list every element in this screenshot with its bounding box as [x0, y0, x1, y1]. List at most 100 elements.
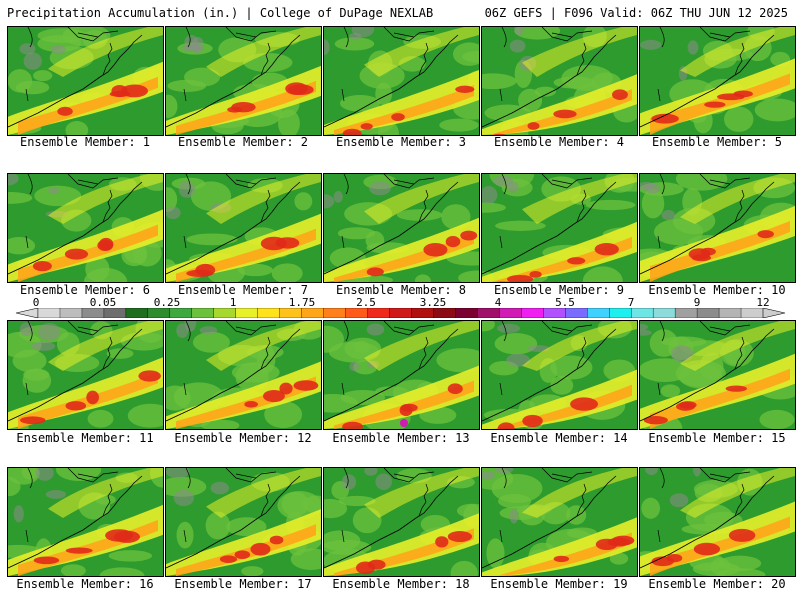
ensemble-member-map — [7, 173, 164, 283]
ensemble-member-map — [7, 320, 164, 430]
ensemble-member-map — [323, 320, 480, 430]
ensemble-member-map — [165, 467, 322, 577]
scale-tick-label: 5.5 — [555, 296, 575, 309]
ensemble-member-map — [639, 467, 796, 577]
ensemble-member-map — [481, 26, 638, 136]
scale-tick-label: 0.05 — [89, 296, 117, 309]
scale-swatch — [718, 308, 742, 318]
ensemble-member-label: Ensemble Member: 16 — [16, 577, 154, 591]
ensemble-member-label: Ensemble Member: 19 — [490, 577, 628, 591]
ensemble-member-label: Ensemble Member: 11 — [16, 431, 154, 445]
scale-tick-label: 9 — [693, 296, 701, 309]
scale-swatch — [279, 308, 303, 318]
ensemble-member-map — [7, 26, 164, 136]
ensemble-member-label: Ensemble Member: 10 — [648, 283, 786, 297]
scale-swatch — [169, 308, 193, 318]
scale-swatch — [367, 308, 391, 318]
scale-tick-label: 7 — [627, 296, 635, 309]
ensemble-member-map — [165, 320, 322, 430]
color-scale-bar — [15, 308, 786, 318]
ensemble-member-map — [165, 26, 322, 136]
scale-swatch — [674, 308, 698, 318]
scale-swatch — [740, 308, 764, 318]
scale-swatch — [433, 308, 457, 318]
precip-map — [482, 27, 637, 135]
scale-arrow-right — [762, 308, 786, 318]
precip-map — [8, 468, 163, 576]
header-left-title: Precipitation Accumulation (in.) | Colle… — [7, 6, 434, 20]
scale-swatch — [37, 308, 61, 318]
scale-swatch — [543, 308, 566, 318]
ensemble-member-label: Ensemble Member: 20 — [648, 577, 786, 591]
scale-swatch — [521, 308, 544, 318]
scale-swatch — [696, 308, 720, 318]
header-right-title: 06Z GEFS | F096 Valid: 06Z THU JUN 12 20… — [484, 6, 788, 20]
precip-map — [640, 174, 795, 282]
ensemble-member-map — [165, 173, 322, 283]
scale-tick-label: 2.5 — [356, 296, 376, 309]
scale-swatch — [213, 308, 237, 318]
precip-map — [640, 468, 795, 576]
precip-map — [324, 27, 479, 135]
scale-arrow-left — [15, 308, 39, 318]
scale-swatch — [345, 308, 369, 318]
scale-tick-label: 3.25 — [419, 296, 447, 309]
ensemble-member-map — [639, 320, 796, 430]
scale-swatch — [565, 308, 588, 318]
ensemble-member-label: Ensemble Member: 17 — [174, 577, 312, 591]
scale-swatch — [389, 308, 413, 318]
scale-swatch — [499, 308, 522, 318]
ensemble-member-label: Ensemble Member: 18 — [332, 577, 470, 591]
precip-map — [640, 321, 795, 429]
ensemble-member-map — [323, 467, 480, 577]
ensemble-member-map — [323, 26, 480, 136]
precip-map — [8, 174, 163, 282]
scale-swatch — [191, 308, 215, 318]
scale-swatch — [125, 308, 149, 318]
ensemble-member-label: Ensemble Member: 14 — [490, 431, 628, 445]
scale-swatch — [235, 308, 259, 318]
scale-tick-label: 0 — [32, 296, 40, 309]
precip-map — [324, 468, 479, 576]
scale-swatch — [59, 308, 83, 318]
precip-map — [482, 174, 637, 282]
precip-map — [166, 321, 321, 429]
ensemble-member-label: Ensemble Member: 15 — [648, 431, 786, 445]
ensemble-member-label: Ensemble Member: 4 — [493, 135, 625, 149]
precip-map — [324, 321, 479, 429]
ensemble-member-label: Ensemble Member: 8 — [335, 283, 467, 297]
scale-tick-label: 0.25 — [153, 296, 181, 309]
precip-map — [8, 27, 163, 135]
scale-swatch — [609, 308, 632, 318]
precip-map — [640, 27, 795, 135]
scale-swatch — [411, 308, 435, 318]
ensemble-member-label: Ensemble Member: 1 — [19, 135, 151, 149]
scale-swatch — [652, 308, 676, 318]
scale-swatch — [587, 308, 610, 318]
scale-swatch — [257, 308, 281, 318]
ensemble-member-label: Ensemble Member: 3 — [335, 135, 467, 149]
precip-map — [324, 174, 479, 282]
ensemble-member-map — [481, 173, 638, 283]
scale-swatch — [81, 308, 105, 318]
ensemble-member-map — [481, 467, 638, 577]
scale-tick-label: 1 — [229, 296, 237, 309]
ensemble-member-label: Ensemble Member: 9 — [493, 283, 625, 297]
ensemble-member-label: Ensemble Member: 13 — [332, 431, 470, 445]
scale-swatch — [630, 308, 654, 318]
ensemble-member-label: Ensemble Member: 12 — [174, 431, 312, 445]
scale-swatch — [455, 308, 478, 318]
ensemble-member-map — [323, 173, 480, 283]
ensemble-member-map — [7, 467, 164, 577]
precip-map — [482, 468, 637, 576]
ensemble-member-label: Ensemble Member: 7 — [177, 283, 309, 297]
scale-swatch — [103, 308, 127, 318]
precip-map — [8, 321, 163, 429]
scale-tick-label: 12 — [756, 296, 770, 309]
precip-map — [166, 27, 321, 135]
color-scale-labels: 0 0.05 0.25 1 1.75 2.5 3.25 4 5.5 7 9 12 — [0, 297, 800, 309]
ensemble-member-map — [639, 173, 796, 283]
ensemble-member-map — [639, 26, 796, 136]
scale-swatch — [477, 308, 500, 318]
scale-tick-label: 4 — [494, 296, 502, 309]
